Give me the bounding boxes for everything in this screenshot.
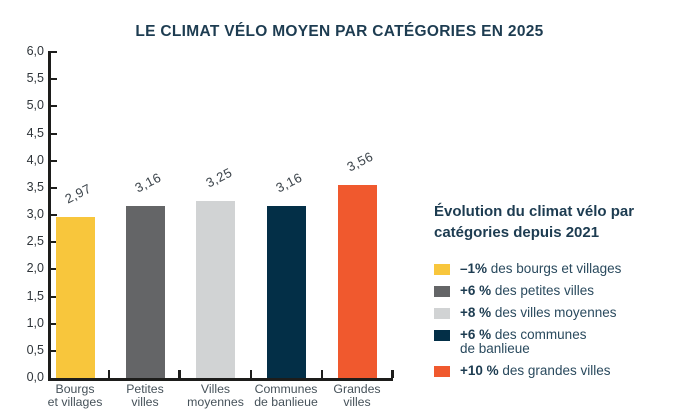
y-tick-label: 0,5: [26, 342, 44, 357]
x-category-label: Bourgs et villages: [47, 382, 103, 409]
legend-swatch: [434, 308, 450, 319]
y-axis-line: [48, 52, 51, 381]
legend-title: Évolution du climat vélo par catégories …: [434, 203, 635, 241]
legend-item-delta: +6 %: [460, 283, 492, 298]
legend-item: +8 % des villes moyennes: [434, 306, 676, 320]
y-tick-label: 5,0: [26, 98, 44, 113]
bar-petites-villes: [125, 206, 165, 378]
legend-item-delta: +8 %: [460, 305, 492, 320]
y-tick: [48, 159, 57, 162]
x-tick: [107, 370, 110, 378]
legend-item-label: +8 % des villes moyennes: [460, 305, 617, 320]
y-tick-label: 1,0: [26, 315, 44, 330]
x-category-label: Communes de banlieue: [254, 382, 318, 409]
legend-item-label: +10 % des grandes villes: [460, 363, 611, 378]
y-tick: [48, 349, 57, 352]
legend-item: +10 % des grandes villes: [434, 364, 676, 378]
legend-item: +6 % des petites villes: [434, 284, 676, 298]
legend-swatch: [434, 330, 450, 341]
legend-item: –1% des bourgs et villages: [434, 262, 676, 276]
x-axis-line: [48, 378, 393, 381]
bar-value-label: 2,97: [62, 180, 94, 207]
y-tick: [48, 105, 57, 108]
y-tick-label: 3,5: [26, 179, 44, 194]
legend-item-label: +6 % des petites villes: [460, 283, 594, 298]
x-category-label: Petites villes: [126, 382, 164, 409]
bar-villes-moyennes: [196, 201, 235, 378]
y-tick: [48, 78, 57, 81]
x-tick: [178, 370, 181, 378]
bar-value-label: 3,25: [202, 165, 235, 191]
y-tick: [48, 295, 57, 298]
y-tick-label: 4,0: [26, 152, 44, 167]
bar-communes-de-banlieue: [266, 206, 306, 378]
legend-item: +6 % des communes de banlieue: [434, 328, 676, 356]
y-tick: [48, 214, 57, 216]
legend-item-label: +6 % des communes de banlieue: [460, 327, 587, 356]
y-tick: [48, 186, 57, 189]
bar-grandes-villes: [337, 184, 377, 378]
chart-title: LE CLIMAT VÉLO MOYEN PAR CATÉGORIES EN 2…: [135, 23, 544, 40]
y-tick: [48, 268, 57, 271]
x-tick: [320, 370, 323, 378]
legend-item-delta: +10 %: [460, 363, 499, 378]
y-tick: [48, 241, 57, 244]
legend-item-delta: +6 %: [460, 327, 492, 342]
x-tick: [249, 370, 252, 378]
x-category-label: Villes moyennes: [187, 382, 244, 409]
y-tick-label: 2,0: [26, 261, 44, 276]
x-category-label: Grandes villes: [333, 382, 381, 409]
y-tick-label: 3,0: [26, 207, 44, 221]
y-tick: [48, 322, 57, 325]
y-tick-label: 1,5: [26, 288, 44, 303]
y-tick: [48, 132, 57, 135]
y-tick: [48, 51, 57, 53]
x-axis-end-tick: [390, 370, 394, 378]
legend-items: –1% des bourgs et villages +6 % des petit…: [434, 262, 676, 378]
legend-swatch: [434, 286, 450, 297]
bar-value-label: 3,16: [132, 169, 164, 196]
y-tick-label: 5,5: [26, 71, 44, 86]
y-tick-label: 6,0: [26, 44, 44, 58]
bar-value-label: 3,56: [344, 148, 376, 174]
legend-swatch: [434, 264, 450, 275]
legend: Évolution du climat vélo par catégories …: [434, 201, 676, 386]
bar-bourgs-et-villages: [55, 216, 95, 378]
legend-item-label: –1% des bourgs et villages: [460, 261, 622, 276]
y-tick-label: 2,5: [26, 234, 44, 249]
y-tick-label: 0,0: [26, 370, 44, 384]
legend-swatch: [434, 366, 450, 377]
bar-value-label: 3,16: [273, 169, 305, 196]
legend-item-delta: –1%: [460, 261, 488, 276]
y-tick-label: 4,5: [26, 125, 44, 140]
